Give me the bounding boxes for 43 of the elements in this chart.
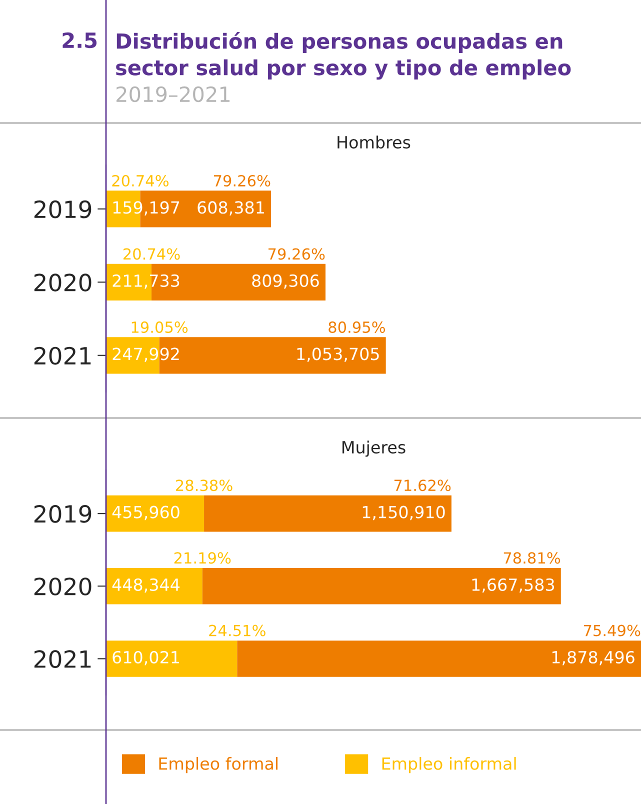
text: 2.5 [62,32,97,48]
bar [204,495,452,532]
annotation: 20.74% [112,174,169,187]
y-tick-label: 2019 [34,504,92,523]
data-label: 448,344 [112,578,180,593]
bar [106,495,204,532]
annotation: 79.26% [268,248,325,260]
annotation: 24.51% [209,624,266,636]
legend-label: Empleo informal [382,757,516,774]
bar [106,640,238,677]
data-label: 211,733 [112,274,180,289]
chart-title: Hombres [338,136,410,149]
data-label: 608,381 [198,201,264,216]
annotation: 75.49% [584,624,640,636]
data-label: 1,667,583 [472,578,554,593]
bar [106,568,202,604]
y-tick-label: 2021 [34,346,91,365]
annotation: 19.05% [132,321,188,333]
data-label: 247,992 [112,348,179,362]
bar [237,640,641,677]
y-tick-label: 2020 [34,274,92,292]
y-tick-label: 2019 [34,200,92,218]
text: 2019–2021 [116,86,230,102]
annotation: 78.81% [504,552,560,564]
annotation: 28.38% [176,480,232,492]
annotation: 21.19% [174,552,231,564]
annotation: 80.95% [328,321,386,333]
annotation: 20.74% [124,248,180,260]
data-label: 610,021 [112,650,179,666]
text: Distribución de personas ocupadas en sector salud por sexo y tipo de empleo [116,32,571,80]
data-label: 1,150,910 [362,506,445,520]
data-label: 1,053,705 [297,348,379,362]
data-label: 159,197 [113,201,180,216]
bar [202,568,561,604]
data-label: 455,960 [112,506,180,520]
data-label: 809,306 [252,274,319,289]
data-label: 1,878,496 [552,650,634,666]
y-tick-label: 2020 [34,578,92,596]
chart-title: Mujeres [342,440,406,457]
annotation: 79.26% [214,174,270,187]
legend-label: Empleo formal [159,757,278,774]
annotation: 71.62% [394,480,451,492]
y-tick-label: 2021 [34,650,91,668]
